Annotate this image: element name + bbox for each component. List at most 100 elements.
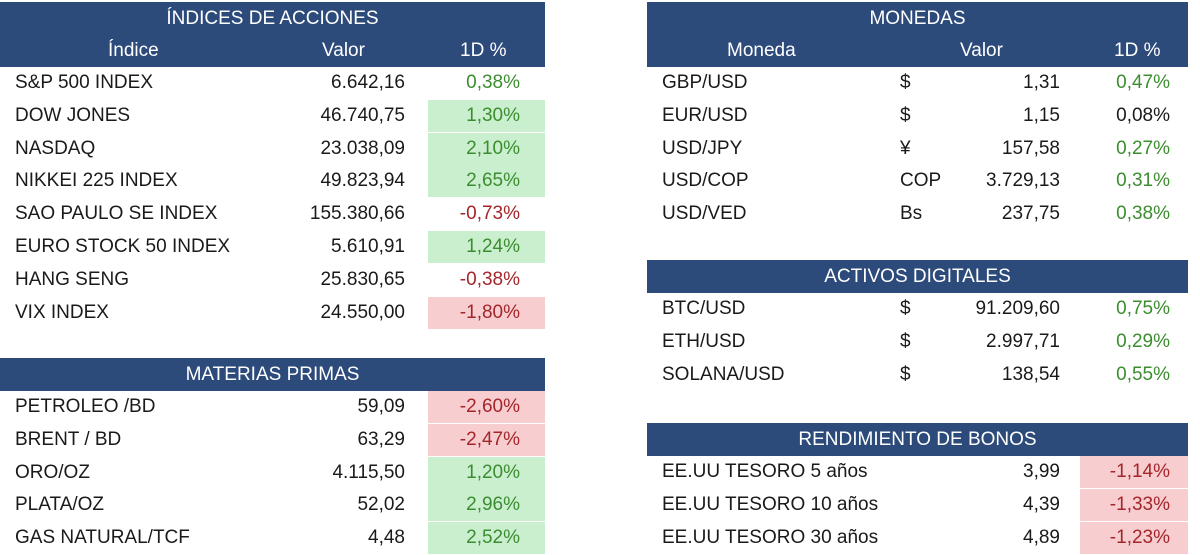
commodities-table: MATERIAS PRIMAS PETROLEO /BD 59,09 -2,60% B… xyxy=(0,358,545,555)
row-name: NIKKEI 225 INDEX xyxy=(15,170,178,192)
currency-symbol: Bs xyxy=(900,203,923,225)
currencies-title: MONEDAS xyxy=(647,2,1188,35)
change-percent: -1,23% xyxy=(1080,521,1188,554)
table-row: USD/COP COP 3.729,13 0,31% xyxy=(647,165,1188,198)
row-value: 3.729,13 xyxy=(986,170,1060,192)
row-name: ETH/USD xyxy=(662,330,746,352)
table-row: SAO PAULO SE INDEX 155.380,66 -0,73% xyxy=(0,198,545,231)
col-header-currency: Moneda xyxy=(727,40,796,61)
currencies-rows: GBP/USD $1,31 0,47% EUR/USD $1,15 0,08% USD/JP… xyxy=(647,67,1188,231)
bonds-rows: EE.UU TESORO 5 años 3,99 -1,14% EE.UU TESOR… xyxy=(647,456,1188,554)
change-percent: 2,52% xyxy=(428,522,545,555)
row-value: 237,75 xyxy=(1001,203,1060,225)
row-value: 63,29 xyxy=(357,428,405,450)
change-percent: -1,14% xyxy=(1080,456,1188,488)
row-name: BTC/USD xyxy=(662,298,746,319)
currency-symbol: $ xyxy=(900,363,911,385)
row-name: PLATA/OZ xyxy=(15,494,105,516)
digital-table: ACTIVOS DIGITALES BTC/USD $91.209,60 0,75%… xyxy=(647,260,1188,391)
row-name: NASDAQ xyxy=(15,137,96,159)
indices-table: ÍNDICES DE ACCIONES Índice Valor 1D % S&… xyxy=(0,2,545,329)
table-row: ETH/USD $2.997,71 0,29% xyxy=(647,326,1188,359)
currency-symbol: $ xyxy=(900,104,911,126)
change-percent: 0,31% xyxy=(1116,170,1170,192)
change-percent: -2,47% xyxy=(428,423,545,456)
row-value: 23.038,09 xyxy=(320,137,405,159)
currencies-table: MONEDAS Moneda Valor 1D % GBP/USD $1,31 0,… xyxy=(647,2,1188,231)
commodities-title: MATERIAS PRIMAS xyxy=(0,358,545,391)
row-value: 1,31 xyxy=(1023,72,1060,93)
change-percent: 1,30% xyxy=(428,99,545,132)
table-row: USD/JPY ¥157,58 0,27% xyxy=(647,133,1188,166)
row-name: EE.UU TESORO 5 años xyxy=(662,461,868,482)
row-value: 6.642,16 xyxy=(331,72,405,93)
col-header-index: Índice xyxy=(108,40,159,61)
change-percent: 1,20% xyxy=(428,456,545,489)
table-row: PETROLEO /BD 59,09 -2,60% xyxy=(0,391,545,424)
row-value: 2.997,71 xyxy=(986,330,1060,352)
row-value: 155.380,66 xyxy=(309,203,405,225)
row-value: 24.550,00 xyxy=(320,301,405,323)
change-percent: 0,08% xyxy=(1116,104,1170,126)
bonds-table: RENDIMIENTO DE BONOS EE.UU TESORO 5 años… xyxy=(647,423,1188,554)
row-name: ORO/OZ xyxy=(15,461,90,483)
col-header-value: Valor xyxy=(960,40,1003,61)
row-name: EE.UU TESORO 10 años xyxy=(662,493,879,515)
currencies-column-headers: Moneda Valor 1D % xyxy=(647,35,1188,67)
bonds-title: RENDIMIENTO DE BONOS xyxy=(647,423,1188,456)
row-value: 3,99 xyxy=(1023,461,1060,482)
row-name: BRENT / BD xyxy=(15,428,122,450)
row-name: DOW JONES xyxy=(15,104,131,126)
change-percent: 0,38% xyxy=(1116,203,1170,225)
table-row: USD/VED Bs 237,75 0,38% xyxy=(647,198,1188,231)
row-value: 4,48 xyxy=(368,527,405,549)
indices-title: ÍNDICES DE ACCIONES xyxy=(0,2,545,35)
change-percent: -1,80% xyxy=(428,296,545,329)
row-value: 59,09 xyxy=(357,396,405,417)
row-value: 91.209,60 xyxy=(975,298,1060,319)
row-value: 5.610,91 xyxy=(331,235,405,257)
row-name: EUR/USD xyxy=(662,104,748,126)
table-row: PLATA/OZ 52,02 2,96% xyxy=(0,489,545,522)
col-header-pct: 1D % xyxy=(460,40,507,61)
indices-rows: S&P 500 INDEX 6.642,16 0,38% DOW JONES 46.74… xyxy=(0,67,545,329)
row-name: SAO PAULO SE INDEX xyxy=(15,203,218,225)
row-name: VIX INDEX xyxy=(15,301,109,323)
table-row: EURO STOCK 50 INDEX 5.610,91 1,24% xyxy=(0,230,545,264)
change-percent: 0,29% xyxy=(1116,330,1170,352)
row-value: 52,02 xyxy=(357,494,405,516)
table-row: NASDAQ 23.038,09 2,10% xyxy=(0,132,545,166)
row-value: 157,58 xyxy=(1001,137,1060,159)
digital-rows: BTC/USD $91.209,60 0,75% ETH/USD $2.997,71 0,… xyxy=(647,293,1188,391)
row-name: USD/VED xyxy=(662,203,747,225)
change-percent: 0,38% xyxy=(466,72,520,93)
table-row: HANG SENG 25.830,65 -0,38% xyxy=(0,264,545,297)
change-percent: 0,27% xyxy=(1116,137,1170,159)
change-percent: 0,55% xyxy=(1116,363,1170,385)
row-name: GAS NATURAL/TCF xyxy=(15,527,190,549)
table-row: BTC/USD $91.209,60 0,75% xyxy=(647,293,1188,326)
row-value: 46.740,75 xyxy=(320,104,405,126)
table-row: VIX INDEX 24.550,00 -1,80% xyxy=(0,296,545,330)
table-row: EE.UU TESORO 30 años 4,89 -1,23% xyxy=(647,521,1188,555)
row-name: SOLANA/USD xyxy=(662,363,785,385)
change-percent: 2,96% xyxy=(428,489,545,522)
row-name: EURO STOCK 50 INDEX xyxy=(15,235,231,257)
table-row: BRENT / BD 63,29 -2,47% xyxy=(0,423,545,457)
change-percent: 2,10% xyxy=(428,132,545,165)
col-header-value: Valor xyxy=(322,40,365,61)
indices-column-headers: Índice Valor 1D % xyxy=(0,35,545,67)
change-percent: 2,65% xyxy=(428,165,545,198)
change-percent: -2,60% xyxy=(428,391,545,423)
currency-symbol: COP xyxy=(900,170,942,192)
digital-title: ACTIVOS DIGITALES xyxy=(647,260,1188,293)
table-row: EE.UU TESORO 5 años 3,99 -1,14% xyxy=(647,456,1188,489)
table-row: GAS NATURAL/TCF 4,48 2,52% xyxy=(0,522,545,555)
row-value: 4,89 xyxy=(1023,526,1060,548)
change-percent: -1,33% xyxy=(1080,488,1188,521)
table-row: S&P 500 INDEX 6.642,16 0,38% xyxy=(0,67,545,100)
currency-symbol: $ xyxy=(900,330,911,352)
row-value: 49.823,94 xyxy=(320,170,405,192)
table-row: EE.UU TESORO 10 años 4,39 -1,33% xyxy=(647,488,1188,522)
currency-symbol: ¥ xyxy=(900,137,911,159)
